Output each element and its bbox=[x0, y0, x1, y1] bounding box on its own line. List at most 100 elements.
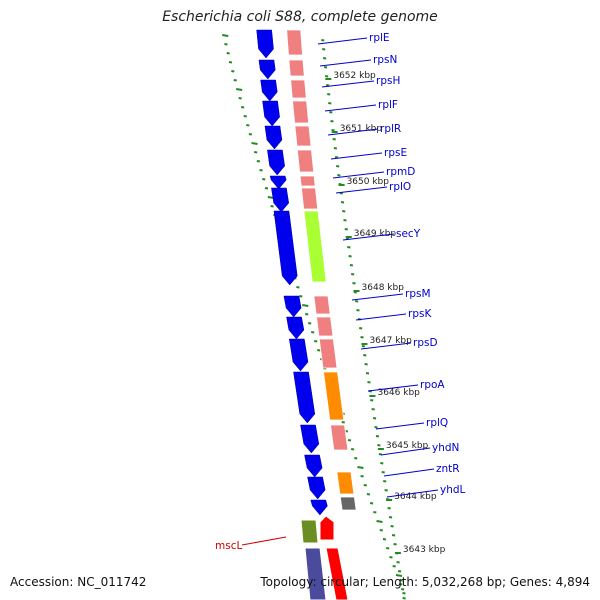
kbp-tick-label: 3652 kbp bbox=[333, 71, 376, 81]
scale-tick bbox=[372, 417, 377, 420]
gene-label: rpsE bbox=[384, 147, 407, 159]
gene-arrow bbox=[256, 29, 274, 59]
scale-tick bbox=[380, 462, 384, 465]
scale-tick bbox=[375, 435, 380, 438]
scale-tick bbox=[388, 516, 393, 519]
gene-block bbox=[299, 175, 316, 187]
scale-tick bbox=[347, 246, 351, 249]
scale-tick bbox=[325, 84, 330, 87]
gene-label-leader bbox=[317, 37, 368, 45]
gene-arrow bbox=[258, 59, 276, 80]
gene-block bbox=[304, 547, 327, 600]
scale-tick bbox=[327, 93, 331, 96]
scale-tick bbox=[373, 511, 377, 514]
scale-tick bbox=[308, 322, 312, 325]
gene-arrow bbox=[300, 424, 320, 454]
kbp-tick-label: 3643 kbp bbox=[403, 545, 446, 555]
scale-tick bbox=[251, 142, 258, 145]
gene-label-leader bbox=[324, 104, 377, 112]
scale-tick bbox=[321, 39, 325, 42]
kbp-tick-label: 3648 kbp bbox=[362, 283, 405, 293]
scale-tick bbox=[248, 133, 253, 136]
gene-label: rpsK bbox=[408, 308, 432, 320]
scale-tick bbox=[222, 34, 229, 37]
gene-arrow bbox=[293, 371, 316, 424]
scale-tick bbox=[383, 480, 387, 483]
gene-label-leader bbox=[335, 186, 388, 194]
gene-label: rpsM bbox=[405, 288, 431, 300]
gene-arrow bbox=[307, 476, 326, 500]
gene-arrow bbox=[304, 454, 323, 478]
gene-arrow bbox=[267, 149, 285, 176]
gene-block bbox=[336, 471, 355, 495]
scale-tick bbox=[324, 75, 329, 78]
scale-tick bbox=[337, 174, 341, 177]
scale-tick bbox=[353, 291, 357, 294]
scale-tick bbox=[386, 547, 390, 550]
scale-tick bbox=[224, 43, 228, 46]
scale-tick bbox=[233, 79, 237, 82]
scale-tick bbox=[396, 561, 400, 564]
scale-tick bbox=[389, 556, 393, 559]
scale-ticks bbox=[222, 34, 406, 600]
gene-block bbox=[292, 100, 310, 124]
gene-block bbox=[323, 371, 345, 421]
scale-tick bbox=[364, 363, 368, 366]
scale-tick bbox=[259, 169, 263, 172]
scale-tick bbox=[296, 286, 300, 289]
scale-tick bbox=[351, 273, 355, 276]
gene-block bbox=[330, 424, 349, 451]
scale-tick bbox=[363, 354, 367, 357]
scale-tick bbox=[395, 574, 403, 577]
scale-tick bbox=[314, 340, 318, 343]
scale-tick bbox=[240, 106, 245, 109]
scale-tick bbox=[340, 201, 345, 204]
scale-tick bbox=[348, 255, 352, 258]
scale-tick bbox=[302, 304, 309, 307]
scale-tick bbox=[370, 399, 374, 402]
gene-block bbox=[286, 29, 303, 56]
gene-label: rpoA bbox=[420, 379, 445, 391]
gene-label-leader bbox=[351, 293, 404, 301]
gene-label: rplR bbox=[380, 123, 401, 135]
scale-tick bbox=[236, 88, 243, 91]
gene-label-leader bbox=[332, 171, 385, 179]
kbp-tick-label: 3649 kbp bbox=[354, 229, 397, 239]
gene-arrow bbox=[273, 210, 298, 286]
scale-tick bbox=[382, 538, 387, 541]
scale-tick bbox=[381, 471, 385, 474]
gene-block bbox=[316, 316, 334, 337]
scale-tick bbox=[238, 97, 242, 100]
gene-label-leader bbox=[241, 536, 287, 546]
scale-tick bbox=[360, 475, 364, 478]
gene-label: rpsN bbox=[373, 54, 397, 66]
gene-label: rplO bbox=[389, 181, 411, 193]
kbp-tick-label: 3650 kbp bbox=[347, 177, 390, 187]
gene-label: rpsD bbox=[413, 337, 438, 349]
gene-arrow bbox=[262, 100, 280, 127]
gene-block bbox=[294, 125, 312, 147]
scale-tick bbox=[371, 408, 375, 411]
gene-block bbox=[290, 79, 307, 99]
scale-tick bbox=[357, 466, 364, 469]
scale-tick bbox=[390, 525, 394, 528]
gene-label-leader bbox=[383, 468, 435, 477]
gene-block bbox=[300, 187, 319, 210]
scale-tick bbox=[359, 327, 363, 330]
scale-tick bbox=[322, 57, 327, 60]
scale-tick bbox=[305, 313, 309, 316]
gene-label-leader bbox=[355, 313, 407, 321]
scale-tick bbox=[379, 529, 383, 532]
scale-tick bbox=[228, 61, 233, 64]
scale-tick bbox=[254, 151, 258, 154]
gene-block bbox=[288, 59, 305, 77]
kbp-tick-label: 3644 kbp bbox=[394, 492, 437, 502]
topology-text: Topology: circular; Length: 5,032,268 bp… bbox=[260, 575, 590, 589]
scale-tick bbox=[400, 588, 405, 591]
gene-arrow bbox=[288, 338, 309, 372]
gene-label: yhdL bbox=[440, 484, 466, 496]
gene-label: rplQ bbox=[426, 417, 448, 429]
gene-label: rpmD bbox=[386, 166, 415, 178]
gene-label-leader bbox=[380, 447, 431, 456]
